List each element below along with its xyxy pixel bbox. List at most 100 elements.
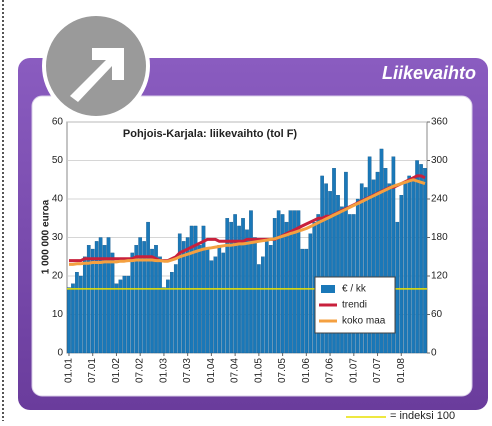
line [69, 178, 426, 266]
x-tick-label: 01.03 [158, 358, 169, 383]
y-tick-label: 50 [52, 155, 64, 166]
bar [130, 252, 135, 354]
bar [173, 264, 178, 354]
chart-title: Pohjois-Karjala: liikevaihto (tol F) [123, 128, 298, 140]
bar [67, 287, 71, 354]
bar [177, 233, 182, 354]
bar [268, 245, 273, 354]
x-tick-label: 07.05 [277, 358, 288, 383]
bar [367, 156, 372, 354]
x-tick-label: 07.03 [182, 358, 193, 383]
panel-title: Liikevaihto [382, 63, 476, 83]
bar [170, 271, 174, 354]
bar [241, 218, 245, 354]
bar [320, 175, 324, 354]
bar [336, 194, 340, 354]
bar [272, 218, 277, 354]
bar [328, 191, 332, 354]
bar [142, 241, 146, 354]
bar [118, 279, 123, 354]
bar [217, 245, 222, 354]
bar [363, 187, 368, 354]
bar [387, 183, 392, 354]
bar [209, 260, 214, 354]
y2-tick-label: 360 [431, 117, 448, 128]
bar [221, 252, 226, 354]
bar [138, 237, 143, 354]
bar [423, 168, 427, 354]
x-tick-label: 07.01 [87, 358, 98, 383]
bar [304, 248, 309, 354]
bar [185, 237, 190, 354]
bar [284, 221, 289, 354]
bar [395, 221, 400, 354]
bar [150, 248, 154, 354]
bar [280, 214, 285, 354]
x-tick-label: 01.05 [253, 358, 264, 383]
bar [114, 283, 119, 354]
bar [245, 229, 249, 354]
x-tick-label: 01.08 [396, 358, 407, 383]
bar [79, 275, 83, 354]
bar [106, 237, 111, 354]
bar [371, 179, 376, 354]
bar [134, 245, 139, 354]
bar [166, 279, 170, 354]
bar [154, 245, 158, 354]
bar [197, 245, 202, 354]
y-tick-label: 0 [57, 348, 63, 359]
bar [82, 256, 87, 354]
x-tick-label: 07.06 [325, 358, 336, 383]
bar [225, 218, 230, 354]
y-tick-label: 40 [52, 194, 64, 205]
bar [355, 198, 360, 354]
y2-tick-label: 240 [431, 194, 448, 205]
bar [98, 237, 103, 354]
bar [292, 210, 297, 354]
bar [260, 256, 265, 354]
y-axis-label: 1 000 000 euroa [41, 199, 52, 274]
arrow-icon [42, 12, 150, 120]
bar [296, 210, 301, 354]
bar [126, 275, 131, 354]
bar [407, 175, 412, 354]
y2-tick-label: 180 [431, 232, 448, 243]
y2-tick-label: 0 [431, 348, 437, 359]
bar [324, 183, 328, 354]
bar [415, 160, 419, 354]
bar [411, 179, 415, 354]
y-tick-label: 20 [52, 271, 64, 282]
bar [403, 183, 408, 354]
bar [71, 283, 75, 354]
bar [257, 264, 261, 354]
plot: 0 10 20 30 40 50 60 0 60 120 180 240 300 360 01.01 07.0… [52, 117, 448, 383]
bar [110, 252, 115, 354]
bar [379, 148, 384, 354]
bar [181, 241, 186, 354]
bar [308, 233, 313, 354]
legend-label: trendi [342, 300, 367, 311]
y-tick-label: 10 [52, 309, 64, 320]
bar [264, 241, 269, 354]
x-tick-label: 01.02 [111, 358, 122, 383]
y2-tick-label: 60 [431, 309, 443, 320]
bar [86, 245, 91, 354]
bar [146, 221, 150, 354]
bar [375, 171, 380, 354]
bar [94, 241, 99, 354]
y2-tick-label: 300 [431, 155, 448, 166]
y-tick-label: 60 [52, 117, 64, 128]
bar [391, 156, 396, 354]
bar [75, 271, 79, 354]
legend-swatch [321, 285, 335, 293]
bar [122, 275, 127, 354]
bar [399, 194, 404, 354]
bar [276, 210, 281, 354]
x-tick-label: 01.06 [301, 358, 312, 383]
bar [213, 256, 218, 354]
bar [253, 237, 257, 354]
reference-label: = indeksi 100 [390, 410, 455, 421]
x-tick-label: 07.04 [230, 358, 241, 383]
bar [288, 210, 293, 354]
